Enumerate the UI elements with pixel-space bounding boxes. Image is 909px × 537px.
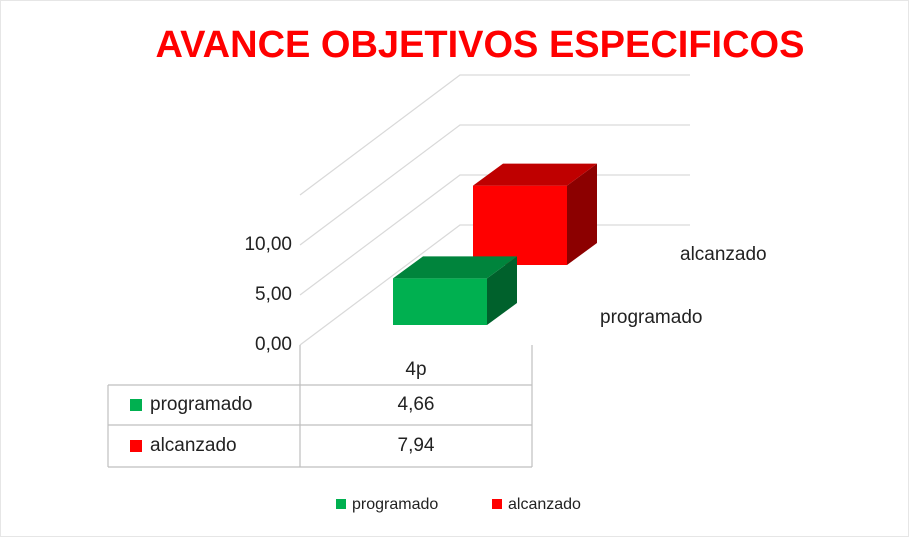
y-tick-label: 10,00 — [244, 234, 292, 255]
table-row-label: programado — [150, 394, 252, 415]
y-tick-label: 5,00 — [255, 284, 292, 305]
legend-key — [492, 499, 502, 509]
table-legend-key — [130, 399, 142, 411]
bar-side — [567, 163, 597, 265]
bar-front — [473, 185, 567, 265]
grid-line — [299, 174, 690, 296]
legend-label: programado — [352, 496, 438, 513]
table-row-label: alcanzado — [150, 435, 237, 456]
data-table-value: 7,94 — [398, 435, 435, 456]
grid-line — [299, 124, 690, 246]
chart-title: AVANCE OBJETIVOS ESPECIFICOS — [156, 24, 805, 66]
table-legend-key — [130, 440, 142, 452]
y-tick-label: 0,00 — [255, 334, 292, 355]
x-tick-label: 4p — [405, 359, 426, 380]
wall-edge — [299, 74, 690, 196]
depth-axis-label: programado — [600, 307, 702, 328]
bar-side — [487, 256, 517, 325]
bar-top — [393, 256, 517, 279]
legend-key — [336, 499, 346, 509]
legend-label: alcanzado — [508, 496, 581, 513]
grid-line — [299, 224, 690, 346]
bar-front — [393, 278, 487, 325]
bar-top — [473, 163, 597, 186]
depth-axis-label: alcanzado — [680, 244, 767, 265]
data-table-value: 4,66 — [398, 394, 435, 415]
